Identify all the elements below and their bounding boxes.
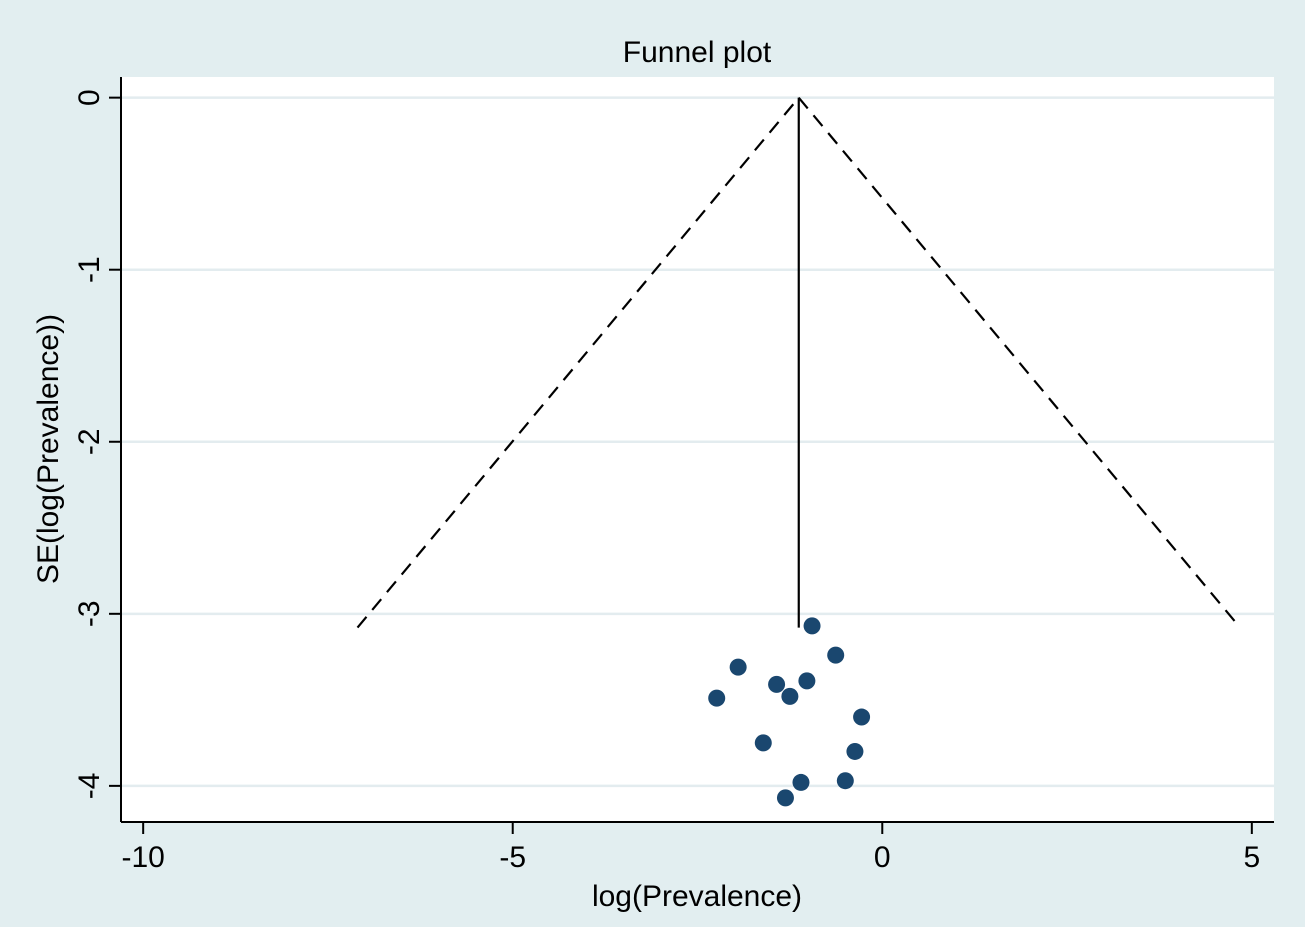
y-tick-label-4: -4 bbox=[73, 773, 106, 800]
data-point-4 bbox=[798, 672, 816, 690]
x-tick-label-1: -5 bbox=[499, 841, 526, 874]
data-point-9 bbox=[846, 742, 864, 760]
data-point-5 bbox=[708, 689, 726, 707]
data-point-8 bbox=[754, 734, 772, 752]
data-point-12 bbox=[776, 789, 794, 807]
data-point-3 bbox=[768, 675, 786, 693]
x-tick-label-0: -10 bbox=[121, 841, 164, 874]
x-tick-label-2: 0 bbox=[874, 841, 891, 874]
data-point-10 bbox=[792, 773, 810, 791]
data-point-11 bbox=[836, 772, 854, 790]
plot-area bbox=[121, 77, 1274, 822]
y-tick-label-0: 0 bbox=[73, 89, 106, 106]
gridlines bbox=[121, 96, 1274, 788]
data-points bbox=[708, 617, 871, 807]
axes: -10 -5 0 5 0 -1 -2 -3 -4 bbox=[73, 77, 1274, 874]
data-point-1 bbox=[827, 646, 845, 664]
y-tick-label-1: -1 bbox=[73, 256, 106, 283]
chart-title: Funnel plot bbox=[623, 36, 772, 69]
y-axis-label: SE(log(Prevalence)) bbox=[32, 314, 65, 584]
x-axis-label: log(Prevalence) bbox=[592, 880, 802, 913]
data-point-7 bbox=[853, 708, 871, 726]
y-tick-label-2: -2 bbox=[73, 428, 106, 455]
data-point-0 bbox=[803, 617, 821, 635]
x-tick-label-3: 5 bbox=[1243, 841, 1260, 874]
y-tick-label-3: -3 bbox=[73, 600, 106, 627]
funnel-lines bbox=[356, 96, 1241, 629]
data-point-2 bbox=[729, 658, 747, 676]
data-point-6 bbox=[781, 687, 799, 705]
